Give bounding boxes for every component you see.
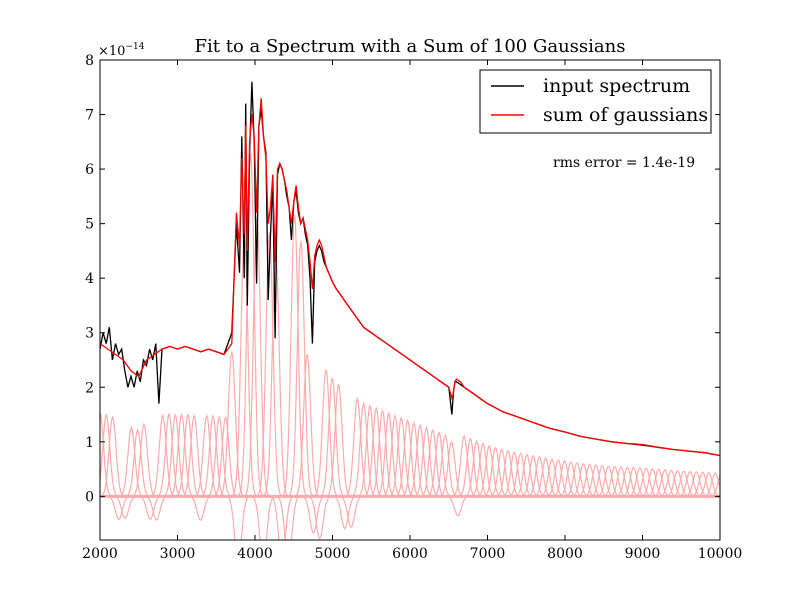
gaussian-component [255, 232, 284, 497]
gaussian-component [293, 353, 322, 497]
gaussian-component [443, 495, 472, 517]
series-sum-of-gaussians [100, 98, 720, 457]
gaussian-component [299, 495, 328, 535]
y-tick-label: 2 [85, 380, 94, 396]
y-tick-label: 5 [85, 217, 94, 233]
gaussian-component [268, 495, 296, 540]
x-tick-label: 3000 [160, 546, 196, 562]
gaussian-component [224, 495, 253, 540]
gaussian-component [123, 428, 152, 497]
y-scale-label: ×10−14 [98, 42, 145, 59]
x-tick-label: 4000 [237, 546, 273, 562]
y-tick-label: 0 [85, 489, 94, 505]
x-tick-label: 8000 [547, 546, 583, 562]
chart-title: Fit to a Spectrum with a Sum of 100 Gaus… [195, 36, 626, 57]
gaussian-component [318, 377, 347, 497]
legend: input spectrum sum of gaussians [479, 69, 712, 134]
legend-label-input: input spectrum [543, 75, 690, 97]
x-tick-label: 7000 [470, 546, 506, 562]
x-tick-label: 2000 [82, 546, 118, 562]
gaussian-component [100, 412, 121, 497]
y-tick-label: 1 [85, 435, 94, 451]
y-tick-label: 7 [85, 108, 94, 124]
gaussian-component [205, 415, 234, 497]
gaussian-component [312, 369, 340, 497]
rms-annotation: rms error = 1.4e-19 [553, 155, 695, 171]
gaussian-component [100, 410, 114, 497]
gaussian-component [167, 412, 196, 497]
gaussian-component [286, 240, 315, 497]
gaussian-component [425, 431, 453, 497]
gaussian-component [280, 215, 309, 497]
legend-label-fit: sum of gaussians [543, 104, 708, 126]
y-scale-base: ×10 [98, 44, 125, 59]
gaussian-component [274, 495, 303, 540]
gaussian-component [217, 351, 246, 497]
y-tick-label: 4 [85, 271, 94, 287]
gaussian-component [211, 415, 240, 497]
x-tick-label: 9000 [625, 546, 661, 562]
y-tick-label: 6 [85, 162, 94, 178]
series-input-spectrum [100, 81, 720, 457]
y-scale-exponent: −14 [125, 42, 144, 52]
series-layer [100, 81, 720, 457]
x-tick-label: 6000 [392, 546, 428, 562]
y-tick-label: 8 [85, 53, 94, 69]
y-tick-label: 3 [85, 326, 94, 342]
x-tick-label: 5000 [315, 546, 351, 562]
legend-box [479, 69, 712, 134]
x-tick-label: 10000 [698, 546, 743, 562]
gaussian-component [117, 425, 146, 497]
axis-ticks: 2000 3000 4000 5000 6000 7000 8000 9000 10000 0 1 2… [82, 53, 742, 562]
gaussian-component [186, 495, 215, 521]
gaussian-components [100, 152, 720, 540]
